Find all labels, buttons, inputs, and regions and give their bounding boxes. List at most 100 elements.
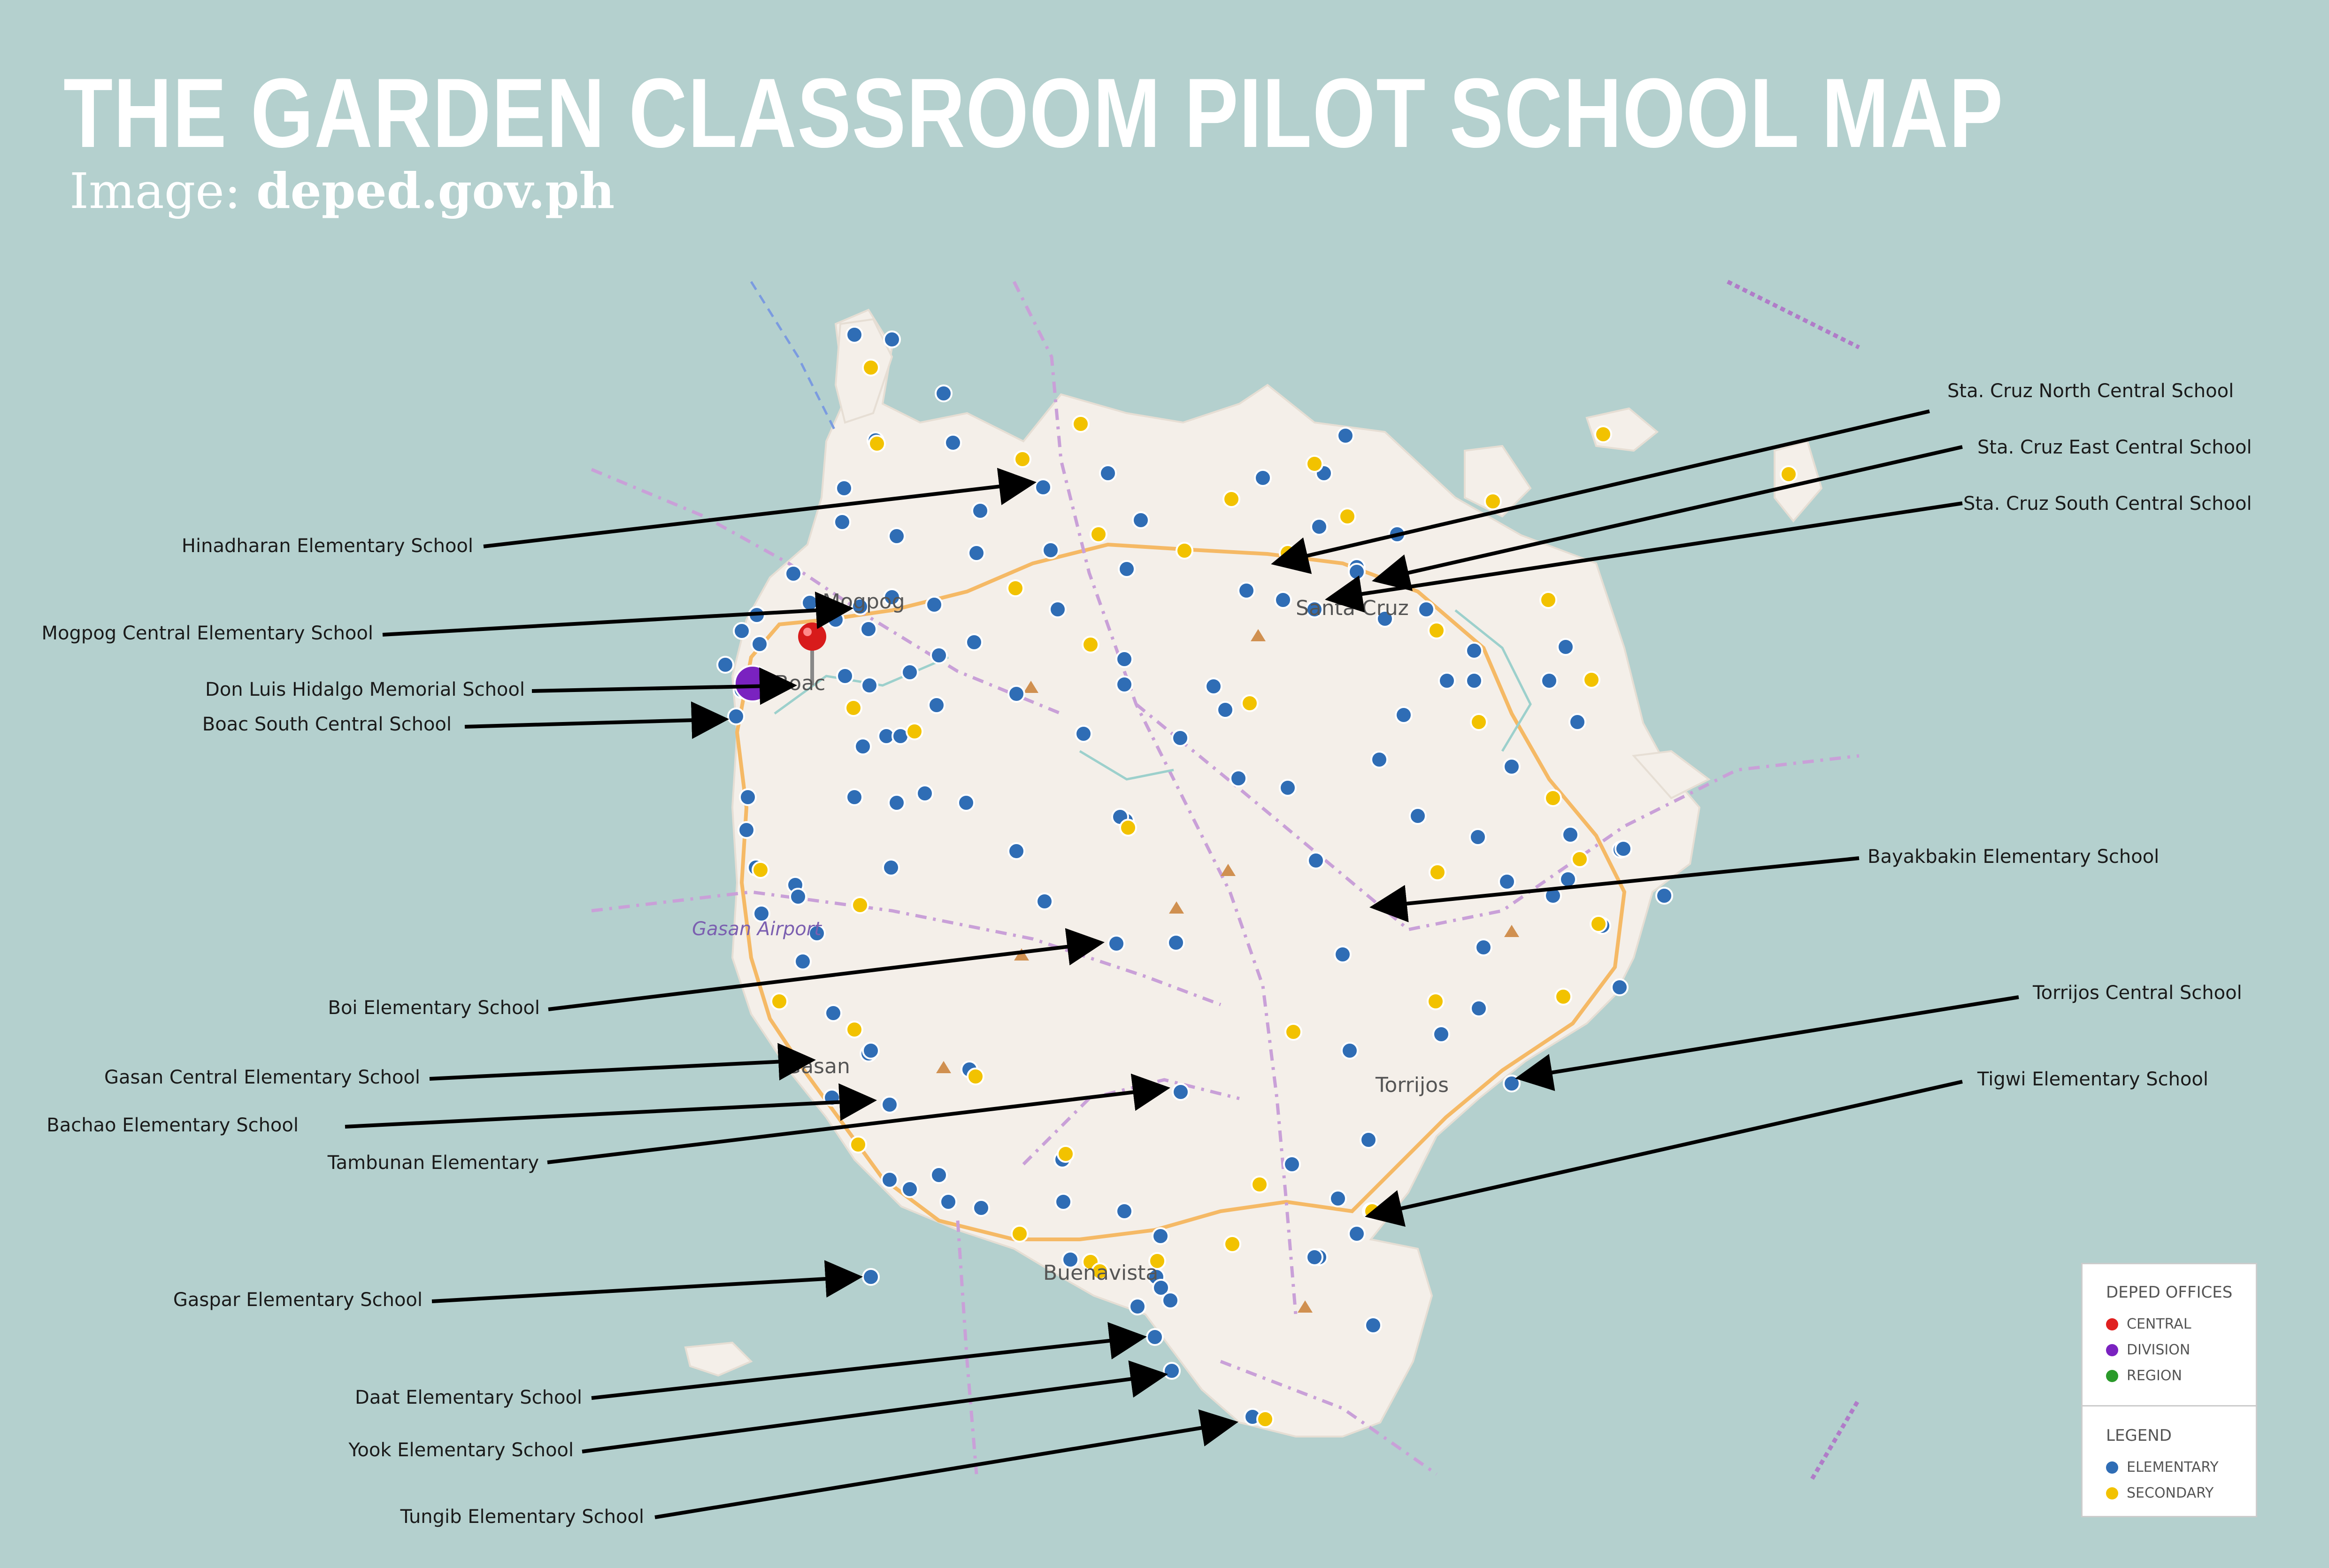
elementary-school-marker <box>1152 1227 1169 1245</box>
elementary-school-marker <box>1329 1190 1347 1207</box>
elementary-school-marker <box>1540 672 1558 690</box>
elementary-school-marker <box>1075 725 1092 743</box>
elementary-school-marker <box>1310 518 1328 536</box>
secondary-school-marker <box>1338 507 1356 525</box>
elementary-school-marker <box>901 663 919 681</box>
airport-label: Gasan Airport <box>692 918 822 940</box>
secondary-school-marker <box>1082 636 1099 653</box>
elementary-school-marker <box>1115 676 1133 693</box>
island-landmass <box>731 308 1701 1437</box>
elementary-school-marker <box>794 953 812 970</box>
callout-torrijos-central: Torrijos Central School <box>2032 982 2242 1004</box>
secondary-school-marker <box>851 896 869 914</box>
elementary-school-marker <box>888 794 906 812</box>
elementary-school-marker <box>846 326 863 344</box>
callout-boi: Boi Elementary School <box>328 997 540 1019</box>
secondary-school-marker <box>1014 450 1031 468</box>
elementary-school-marker <box>1115 650 1133 668</box>
town-label-buenavista: Buenavista <box>1043 1261 1158 1285</box>
legend-label-region: REGION <box>2127 1368 2182 1384</box>
elementary-school-marker <box>965 633 983 651</box>
elementary-school-marker <box>1274 591 1292 609</box>
secondary-school-marker <box>906 723 923 740</box>
secondary-school-marker <box>1284 1023 1302 1041</box>
elementary-school-marker <box>1230 769 1247 787</box>
elementary-school-marker <box>1370 751 1388 769</box>
elementary-school-marker <box>1152 1279 1170 1297</box>
elementary-school-marker <box>1559 870 1577 888</box>
elementary-school-marker <box>789 888 807 906</box>
secondary-school-marker <box>849 1136 867 1153</box>
legend-offices-title: DEPED OFFICES <box>2106 1283 2233 1302</box>
elementary-school-marker <box>1432 1025 1450 1043</box>
elementary-school-marker <box>916 784 934 802</box>
legend-item-secondary: SECONDARY <box>2106 1485 2214 1501</box>
secondary-school-marker <box>1427 992 1445 1010</box>
elementary-school-marker <box>1503 1075 1521 1092</box>
elementary-school-marker <box>925 596 943 614</box>
town-label-gasan: Gasan <box>785 1054 850 1078</box>
elementary-school-marker <box>930 646 948 664</box>
elementary-school-marker <box>883 588 901 606</box>
secondary-school-marker <box>1780 465 1798 483</box>
elementary-school-marker <box>1042 541 1060 559</box>
elementary-school-marker <box>1099 464 1117 482</box>
elementary-school-marker <box>860 620 877 638</box>
elementary-school-marker <box>1283 1155 1301 1173</box>
page-title: THE GARDEN CLASSROOM PILOT SCHOOL MAP <box>63 58 2004 168</box>
elementary-school-marker <box>716 656 734 674</box>
elementary-school-marker <box>971 502 989 520</box>
elementary-school-marker <box>738 821 755 839</box>
callout-tungib: Tungib Elementary School <box>400 1506 644 1528</box>
elementary-school-marker <box>801 594 819 612</box>
elementary-school-marker <box>1337 427 1354 445</box>
elementary-school-marker <box>1561 826 1579 844</box>
elementary-school-marker <box>1054 1193 1072 1211</box>
elementary-school-marker <box>751 635 769 653</box>
elementary-school-marker <box>1409 807 1427 825</box>
elementary-school-marker <box>727 707 745 725</box>
elementary-school-marker <box>862 1268 880 1286</box>
elementary-school-marker <box>1334 945 1352 963</box>
secondary-school-marker <box>846 1021 863 1038</box>
elementary-school-marker <box>808 924 826 942</box>
secondary-school-marker <box>1428 622 1445 639</box>
elementary-school-marker <box>968 544 985 562</box>
secondary-school-marker <box>1007 579 1024 597</box>
image-credit: Image: deped.gov.ph <box>69 162 615 220</box>
elementary-school-marker <box>739 788 757 806</box>
elementary-school-marker <box>1341 1042 1359 1060</box>
elementary-school-marker <box>1498 873 1516 891</box>
callout-arrows <box>345 409 2019 1519</box>
central-dot-icon <box>2106 1318 2118 1330</box>
elementary-school-marker <box>1307 852 1325 869</box>
elementary-school-marker <box>1465 672 1483 690</box>
elementary-school-marker <box>1279 779 1297 797</box>
secondary-school-marker <box>967 1068 984 1085</box>
elementary-school-marker <box>1132 511 1150 529</box>
elementary-school-marker <box>733 622 751 640</box>
legend-label-division: DIVISION <box>2127 1342 2191 1358</box>
elementary-school-marker <box>862 1042 880 1060</box>
elementary-dot-icon <box>2106 1461 2118 1474</box>
central-office-pin-highlight <box>803 628 812 636</box>
elementary-school-marker <box>1364 1316 1382 1334</box>
elementary-school-marker <box>901 1180 919 1198</box>
mountain-markers <box>936 629 1519 1313</box>
islet-southwest-gaspar <box>684 1341 753 1377</box>
callout-daat: Daat Elementary School <box>355 1387 582 1408</box>
municipal-boundaries <box>591 281 1860 1476</box>
elementary-school-marker <box>882 859 900 876</box>
legend-divider <box>2083 1405 2256 1407</box>
elementary-school-marker <box>1465 642 1483 660</box>
secondary-school-marker <box>1091 1262 1109 1280</box>
secondary-school-marker <box>1119 819 1137 837</box>
elementary-school-marker <box>883 331 901 348</box>
elementary-school-marker <box>753 905 770 922</box>
secondary-school-marker <box>1223 1235 1241 1253</box>
secondary-school-marker <box>1544 789 1562 807</box>
islet-east <box>1631 750 1711 799</box>
elementary-school-marker <box>1438 672 1456 690</box>
secondary-school-marker <box>1057 1145 1075 1163</box>
callout-gaspar: Gaspar Elementary School <box>173 1289 423 1311</box>
